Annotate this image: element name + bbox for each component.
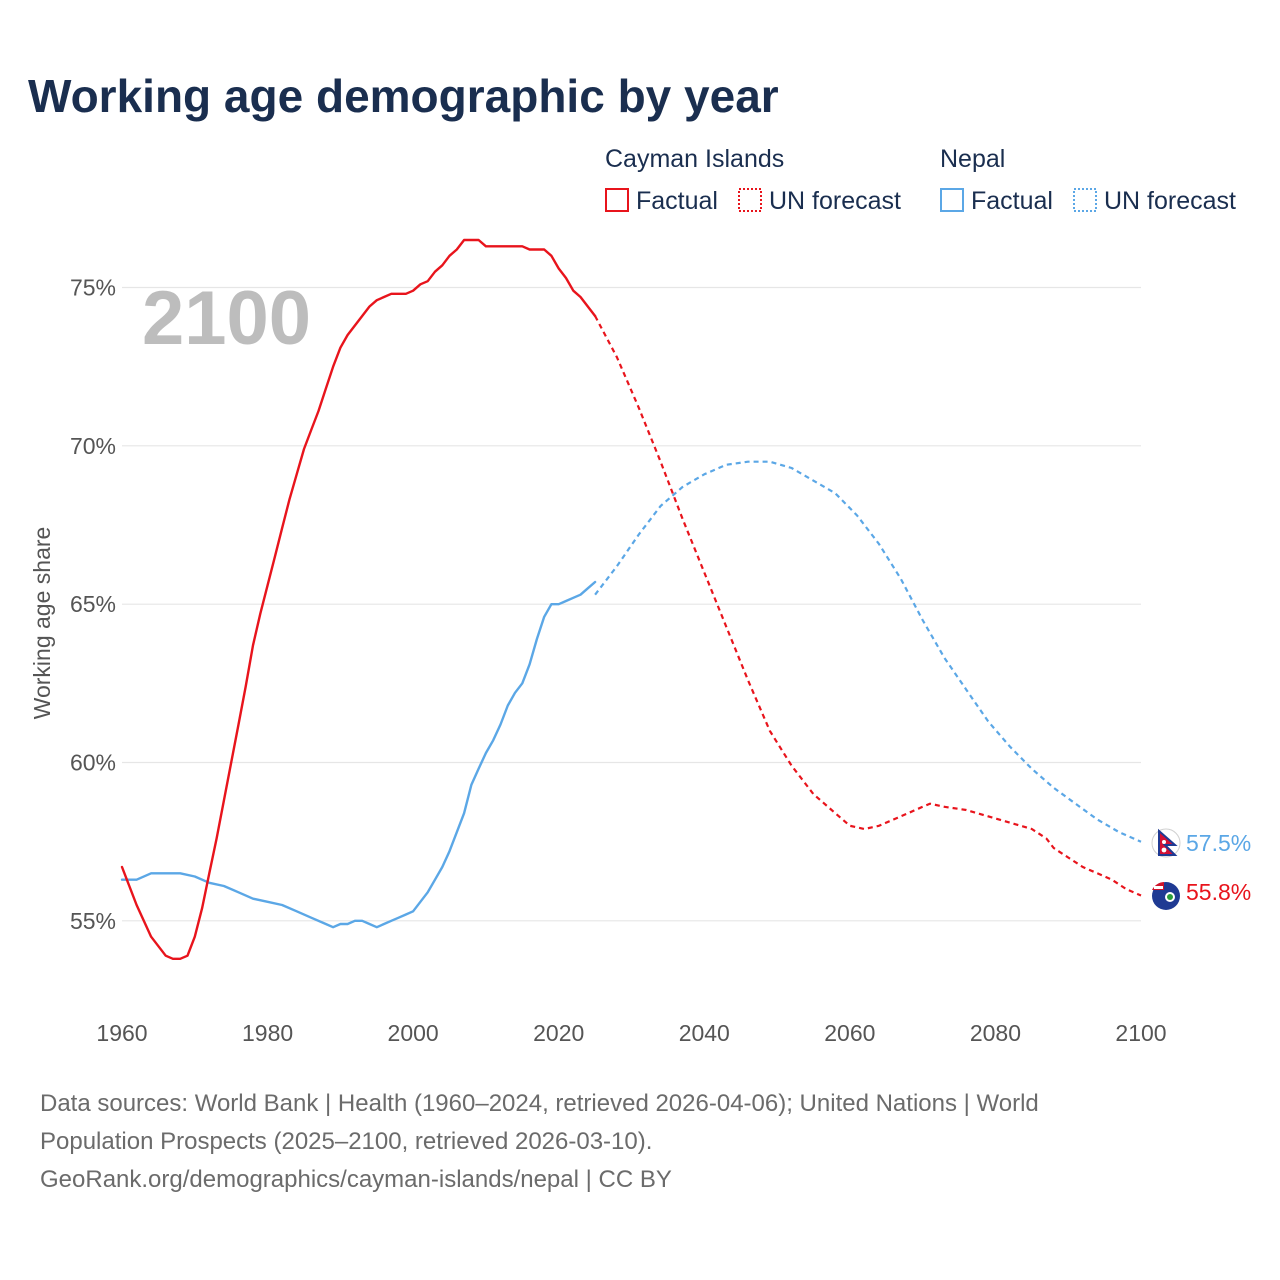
nepal-forecast-line[interactable]: [594, 460, 1142, 843]
x-tick-label: 2080: [970, 1020, 1021, 1046]
legend-label-nepal-factual[interactable]: Factual: [971, 187, 1053, 215]
y-axis-ticks: 55% 60% 65% 70% 75%: [70, 275, 116, 934]
legend[interactable]: Cayman Islands Factual UN forecast Nepal…: [605, 145, 1236, 215]
footer-line: Data sources: World Bank | Health (1960–…: [40, 1090, 1039, 1117]
cayman-islands-forecast-line[interactable]: [594, 315, 1142, 897]
legend-swatch-nepal-factual[interactable]: [940, 188, 964, 212]
y-tick-label: 70%: [70, 433, 116, 459]
x-axis-ticks: 1960 1980 2000 2020 2040 2060 2080 2100: [96, 1020, 1166, 1046]
x-tick-label: 1960: [96, 1020, 147, 1046]
legend-label-cayman-forecast[interactable]: UN forecast: [769, 187, 901, 215]
y-tick-label: 55%: [70, 908, 116, 934]
chart: Working age demographic by year Cayman I…: [28, 70, 1251, 1046]
legend-group-cayman: Cayman Islands: [605, 145, 784, 173]
x-tick-label: 2040: [679, 1020, 730, 1046]
footer-line: Population Prospects (2025–2100, retriev…: [40, 1128, 653, 1155]
x-tick-label: 2100: [1115, 1020, 1166, 1046]
y-tick-label: 60%: [70, 750, 116, 776]
legend-swatch-nepal-forecast[interactable]: [1073, 188, 1097, 212]
nepal-flag-icon: [1151, 828, 1181, 858]
x-tick-label: 2060: [824, 1020, 875, 1046]
legend-label-nepal-forecast[interactable]: UN forecast: [1104, 187, 1236, 215]
legend-label-cayman-factual[interactable]: Factual: [636, 187, 718, 215]
current-year-label: 2100: [142, 276, 311, 361]
legend-group-nepal: Nepal: [940, 145, 1005, 173]
nepal-factual-line[interactable]: [120, 580, 597, 929]
x-tick-label: 2020: [533, 1020, 584, 1046]
cayman-islands-flag-icon: [1152, 882, 1180, 910]
y-axis-label: Working age share: [29, 527, 55, 720]
cayman-islands-factual-line[interactable]: [120, 238, 597, 960]
footer-sources: Data sources: World Bank | Health (1960–…: [40, 1085, 1220, 1199]
gridlines: [122, 286, 1141, 922]
nepal-end-value-label: 57.5%: [1186, 830, 1251, 856]
legend-swatch-cayman-forecast[interactable]: [738, 188, 762, 212]
x-tick-label: 1980: [242, 1020, 293, 1046]
chart-title: Working age demographic by year: [28, 70, 779, 122]
x-tick-label: 2000: [388, 1020, 439, 1046]
footer-line[interactable]: GeoRank.org/demographics/cayman-islands/…: [40, 1166, 672, 1193]
legend-swatch-cayman-factual[interactable]: [605, 188, 629, 212]
y-tick-label: 75%: [70, 275, 116, 301]
y-tick-label: 65%: [70, 591, 116, 617]
series-lines: [120, 238, 1142, 960]
cayman-end-value-label: 55.8%: [1186, 879, 1251, 905]
